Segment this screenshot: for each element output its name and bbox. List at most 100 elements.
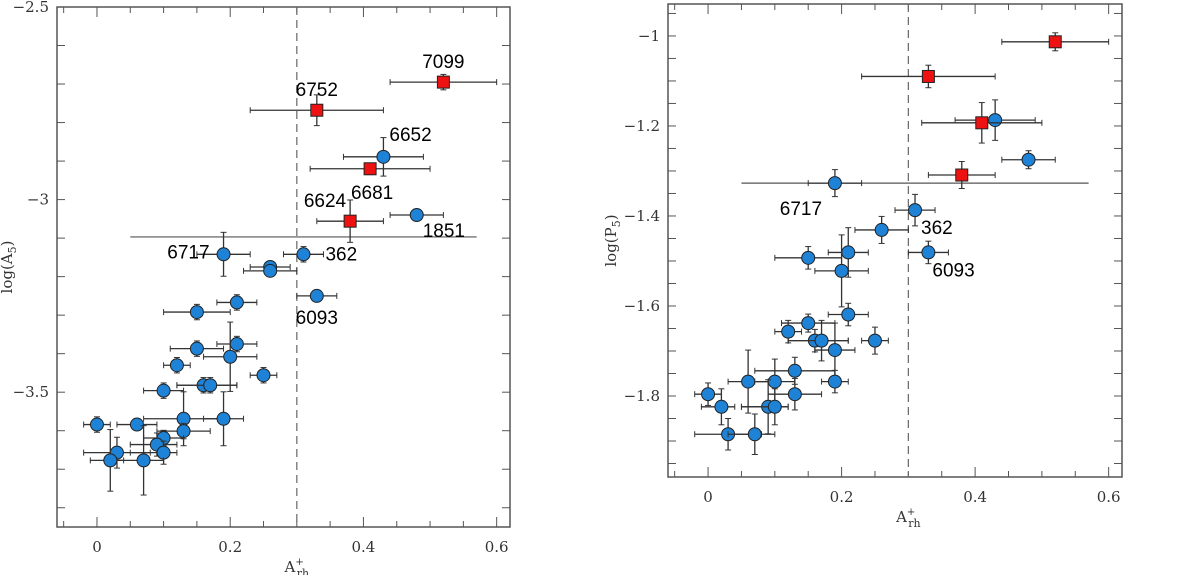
square-data-point: 6752	[249, 80, 384, 127]
circle-marker	[189, 305, 204, 320]
circle-marker	[216, 411, 231, 426]
circle-data-point	[176, 377, 238, 394]
circle-marker	[867, 333, 882, 348]
circle-data-point	[767, 377, 823, 411]
circle-data-point	[1001, 150, 1056, 170]
point-label: 6624	[304, 191, 347, 212]
circle-data-point: 6652	[342, 125, 432, 177]
circle-data-point: 6093	[296, 288, 338, 329]
x-axis-label: A+ rh	[895, 507, 921, 530]
circle-marker	[89, 417, 104, 432]
circle-data-point	[774, 246, 843, 270]
circle-marker	[827, 176, 842, 191]
left-panel-log-A5: 0 0.2 0.4 0.6 −2.5 −3 −3.5 A+rh log(A5) 6652 1851 6…	[0, 0, 511, 575]
point-label: 7099	[422, 52, 464, 73]
circle-marker	[988, 113, 1003, 128]
circle-data-point: 6717	[167, 231, 251, 277]
circle-marker	[874, 222, 889, 237]
y-tick-label: −3	[27, 191, 49, 209]
square-data-point	[861, 64, 996, 89]
y-tick-label: −1.2	[624, 117, 660, 135]
x-tick-label: 0	[703, 488, 713, 506]
circle-marker	[787, 387, 802, 402]
x-tick-label: 0.2	[218, 538, 242, 556]
x-tick-label: 0.6	[485, 538, 509, 556]
circle-marker	[129, 417, 144, 432]
x-tick-label: 0.6	[1097, 488, 1121, 506]
circle-marker	[409, 208, 424, 222]
y-axis-label-end: )	[0, 241, 16, 247]
x-axis-label-sup: +	[295, 557, 303, 568]
square-data-point: 6681	[309, 162, 431, 204]
circle-marker	[256, 368, 271, 383]
square-marker	[921, 69, 935, 83]
square-data-point: 7099	[389, 52, 498, 91]
plot-frame	[56, 6, 511, 528]
right-panel-log-P5: 0 0.2 0.4 0.6 −1 −1.2 −1.4 −1.6 −1.8 A+ rh log(P5) 6…	[602, 3, 1123, 530]
circle-marker	[156, 445, 171, 460]
circle-marker	[229, 295, 244, 310]
circle-data-point	[243, 263, 298, 278]
circle-marker	[834, 263, 849, 278]
point-label: 1851	[423, 221, 465, 242]
x-axis-label-main: A	[284, 558, 296, 575]
x-axis-label-sub: rh	[297, 567, 309, 575]
circle-marker	[827, 343, 842, 358]
circle-data-point	[116, 417, 158, 432]
x-tick-label: 0.2	[830, 488, 854, 506]
circle-data-point	[774, 319, 803, 344]
circle-marker	[263, 263, 278, 278]
circle-marker	[908, 203, 923, 218]
circle-marker	[156, 383, 171, 398]
circle-data-point	[203, 391, 245, 447]
circle-data-point	[116, 425, 165, 496]
circle-data-point	[861, 326, 889, 355]
square-marker	[975, 116, 989, 130]
point-label: 6652	[389, 125, 431, 146]
y-axis-label-main: log(P	[602, 227, 620, 266]
circle-data-point	[83, 416, 111, 433]
circle-marker	[223, 349, 238, 364]
circle-marker	[801, 316, 816, 331]
circle-marker	[169, 358, 184, 373]
circle-marker	[189, 341, 204, 356]
y-tick-label: −1.6	[624, 297, 660, 315]
y-tick-label: −1.4	[624, 207, 660, 225]
circle-data-point: 1851	[389, 208, 465, 242]
point-label: 6717	[167, 242, 209, 263]
y-tick-label: −2.5	[13, 0, 49, 16]
circle-marker	[296, 247, 311, 262]
circle-data-point: 6717	[780, 169, 863, 220]
circle-marker	[787, 363, 802, 378]
circle-data-point: 6093	[907, 240, 975, 281]
square-data-point	[1001, 32, 1110, 52]
circle-marker	[767, 374, 782, 389]
square-marker	[310, 103, 324, 117]
point-label: 6093	[932, 260, 974, 281]
square-data-point	[921, 102, 1043, 144]
point-label: 6752	[296, 80, 338, 101]
y-tick-label: −3.5	[13, 383, 49, 401]
point-label: 6093	[296, 308, 338, 329]
x-tick-label: 0.4	[352, 538, 376, 556]
circle-marker	[781, 324, 796, 339]
circle-marker	[309, 288, 324, 303]
y-axis-label-end: )	[602, 214, 620, 220]
circle-marker	[229, 337, 244, 352]
x-axis-label-sup: +	[907, 507, 915, 518]
plot-frame	[667, 3, 1123, 478]
y-axis-label: log(A5)	[0, 241, 19, 294]
circle-data-point	[89, 429, 125, 492]
circle-marker	[827, 374, 842, 389]
circle-data-point	[821, 369, 849, 394]
circle-marker	[767, 399, 782, 414]
square-marker	[1048, 35, 1062, 49]
circle-data-point	[216, 335, 258, 353]
point-label: 362	[325, 244, 357, 265]
circle-marker	[136, 453, 151, 468]
x-tick-label: 0	[92, 538, 102, 556]
x-axis-label-sub: rh	[908, 517, 920, 530]
circle-marker	[814, 333, 829, 348]
circle-data-point	[700, 388, 736, 426]
circle-data-point	[143, 382, 185, 399]
